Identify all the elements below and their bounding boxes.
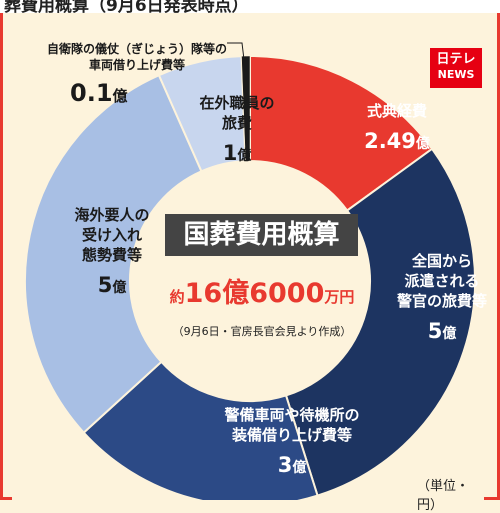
donut-slice-1 xyxy=(284,147,476,497)
segment-label-3-line-1: 受け入れ xyxy=(81,226,142,244)
segment-label-0: 式典経費 2.49億 xyxy=(342,101,452,158)
segment-label-4-line-1: 旅費 xyxy=(221,114,252,132)
segment-label-3-line-0: 海外要人の xyxy=(74,206,150,224)
segment-label-1: 全国から派遣される警官の旅費等 5億 xyxy=(372,251,500,348)
total-oku: 16億 xyxy=(184,278,250,309)
center-title: 国葬費用概算 xyxy=(165,214,358,256)
segment-label-1-line-1: 派遣される xyxy=(404,272,480,290)
callout-value: 0.1億 xyxy=(70,79,128,107)
segment-value-0: 2.49億 xyxy=(364,129,430,153)
logo-line2: NEWS xyxy=(437,68,475,81)
segment-label-1-line-0: 全国から xyxy=(411,252,472,270)
segment-label-4-line-0: 在外職員の xyxy=(199,94,275,112)
callout-label-line1: 自衛隊の儀仗（ぎじょう）隊等の xyxy=(46,42,227,56)
donut-slice-5 xyxy=(241,55,251,162)
segment-value-2: 3億 xyxy=(277,453,307,477)
segment-label-0-line-0: 式典経費 xyxy=(366,102,427,120)
segment-value-3: 5億 xyxy=(97,273,127,297)
unit-note: （単位・円） xyxy=(417,479,470,513)
callout-label-line2: 車両借り上げ費等 xyxy=(88,58,185,72)
header-strip: 葬費用概算（9月6日発表時点） xyxy=(0,0,500,13)
infographic-panel: 自衛隊の儀仗（ぎじょう）隊等の 車両借り上げ費等 0.1億 日テレ NEWS 式… xyxy=(12,13,487,513)
segment-label-4: 在外職員の旅費 1億 xyxy=(197,93,277,170)
callout-label: 自衛隊の儀仗（ぎじょう）隊等の 車両借り上げ費等 xyxy=(32,41,242,73)
segment-value-4: 1億 xyxy=(222,141,252,165)
segment-label-2: 警備車両や待機所の 装備借り上げ費等 3億 xyxy=(212,405,372,482)
logo-line1: 日テレ xyxy=(436,52,476,67)
segment-label-3-line-2: 態勢費等 xyxy=(81,246,142,264)
total-unit: 万円 xyxy=(324,288,355,306)
segment-value-1: 5億 xyxy=(427,319,457,343)
ntv-news-logo: 日テレ NEWS xyxy=(430,48,482,88)
center-total: 約16億6000万円 xyxy=(152,271,372,310)
segment-label-3: 海外要人の受け入れ態勢費等 5億 xyxy=(57,205,167,302)
callout-value-number: 0.1 xyxy=(70,79,113,107)
segment-label-1-line-2: 警官の旅費等 xyxy=(396,292,487,310)
segment-label-2-line-1: 装備借り上げ費等 xyxy=(231,426,352,444)
callout-value-unit: 億 xyxy=(112,87,128,105)
header-title-fragment: 葬費用概算（9月6日発表時点） xyxy=(4,0,249,13)
total-man: 6000 xyxy=(249,278,325,309)
donut-slice-3 xyxy=(24,73,203,435)
center-note: （9月6日・官房長官会見より作成） xyxy=(172,325,352,338)
donut-slice-2 xyxy=(82,360,319,500)
total-prefix: 約 xyxy=(169,288,185,306)
segment-label-2-line-0: 警備車両や待機所の xyxy=(224,406,360,424)
callout-leader-line xyxy=(227,42,246,69)
